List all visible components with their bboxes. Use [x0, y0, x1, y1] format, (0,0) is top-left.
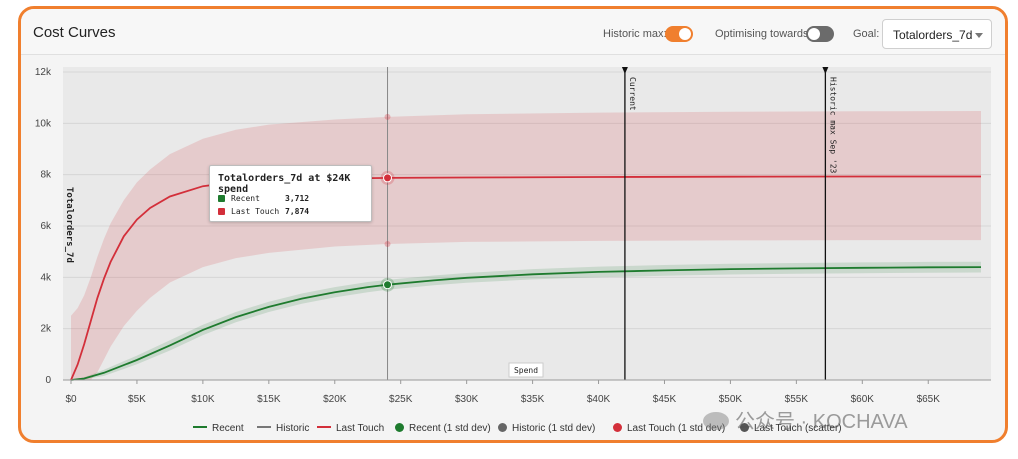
historic-max-toggle[interactable]	[665, 26, 693, 42]
goal-select-value: Totalorders_7d	[893, 28, 973, 42]
legend-swatch	[317, 426, 331, 428]
legend-item[interactable]: Recent (1 std dev)	[395, 423, 491, 434]
x-tick-label: $35K	[521, 394, 545, 405]
recent-swatch	[218, 195, 225, 202]
marker-label: Historic max Sep '23	[828, 77, 837, 174]
last-touch-swatch	[218, 208, 225, 215]
y-tick-label: 0	[45, 375, 51, 386]
legend-item[interactable]: Historic	[257, 423, 309, 434]
chevron-down-icon	[975, 33, 983, 38]
legend-swatch	[193, 426, 207, 428]
marker-arrow-icon	[822, 67, 829, 74]
wechat-icon	[703, 412, 729, 430]
x-tick-label: $15K	[257, 394, 281, 405]
hover-points	[380, 113, 395, 292]
y-tick-label: 4k	[40, 272, 52, 283]
x-tick-label: $40K	[587, 394, 611, 405]
legend-swatch	[395, 423, 404, 432]
tooltip-row-value: 3,712	[285, 194, 310, 203]
optimising-towards-toggle[interactable]	[806, 26, 834, 42]
legend-label: Recent (1 std dev)	[409, 423, 491, 434]
series-line-recent	[70, 266, 982, 381]
x-tick-label: $25K	[389, 394, 413, 405]
legend-item[interactable]: Recent	[193, 423, 244, 434]
legend-item[interactable]: Historic (1 std dev)	[498, 423, 595, 434]
legend-item[interactable]: Last Touch (1 std dev)	[613, 423, 725, 434]
tooltip-row-value: 7,874	[285, 207, 310, 216]
legend-label: Historic (1 std dev)	[512, 423, 596, 434]
cost-curve-chart: Current Historic max Sep '23 0 2k 4k 6k 8k 10k…	[35, 67, 991, 405]
goal-label: Goal:	[853, 28, 880, 40]
x-tick-label: $55K	[785, 394, 809, 405]
watermark: 公众号 · KOCHAVA	[703, 405, 908, 434]
y-tick-label: 10k	[35, 118, 52, 129]
x-axis: $0 $5K $10K $15K $20K $25K $30K $35K $40K $45K $50…	[63, 379, 991, 405]
x-axis-label-box: Spend	[508, 362, 544, 378]
y-axis: 0 2k 4k 6k 8k 10k 12k	[35, 67, 52, 386]
marker-arrow-icon	[621, 67, 628, 74]
legend-label: Last Touch (scatter)	[754, 423, 842, 434]
legend-swatch	[740, 423, 749, 432]
legend-label: Historic	[276, 423, 310, 434]
hover-tooltip: Totalorders_7d at $24K spend Recent 3,712…	[209, 165, 372, 222]
tooltip-row-name: Last Touch	[231, 207, 280, 216]
optimising-towards-label: Optimising towards:	[715, 28, 812, 40]
marker-label: Current	[628, 77, 637, 111]
legend-item[interactable]: Last Touch (scatter)	[740, 423, 842, 434]
legend-label: Last Touch (1 std dev)	[627, 423, 726, 434]
band-point-upper	[384, 113, 391, 120]
hover-point-last-touch	[383, 173, 393, 183]
chart-legend: Recent Historic Last Touch Recent (1 std de…	[21, 419, 1005, 439]
y-tick-label: 8k	[40, 170, 52, 181]
legend-swatch	[498, 423, 507, 432]
cost-curves-panel: Cost Curves Historic max: Optimising tow…	[18, 6, 1008, 443]
page-title: Cost Curves	[33, 24, 116, 41]
series-line-last-touch	[70, 175, 981, 381]
historic-max-label: Historic max:	[603, 28, 667, 40]
tooltip-row-last-touch: Last Touch 7,874	[218, 207, 309, 216]
x-tick-label: $0	[65, 394, 77, 405]
legend-item[interactable]: Last Touch	[317, 423, 384, 434]
tooltip-row-name: Recent	[231, 194, 260, 203]
panel-header: Cost Curves Historic max: Optimising tow…	[21, 9, 1005, 55]
y-tick-label: 12k	[35, 67, 52, 78]
goal-select[interactable]: Totalorders_7d	[882, 19, 992, 49]
series-lines	[70, 175, 982, 381]
legend-swatch	[257, 426, 271, 428]
tooltip-row-recent: Recent 3,712	[218, 194, 309, 203]
legend-swatch	[613, 423, 622, 432]
x-tick-label: $65K	[917, 394, 941, 405]
legend-label: Recent	[212, 423, 244, 434]
x-tick-label: $5K	[128, 394, 146, 405]
x-tick-label: $45K	[653, 394, 677, 405]
tooltip-title: Totalorders_7d at $24K spend	[218, 173, 351, 195]
y-tick-label: 6k	[40, 221, 52, 232]
event-markers: Current Historic max Sep '23	[621, 67, 837, 380]
x-tick-label: $10K	[191, 394, 215, 405]
x-tick-label: $20K	[323, 394, 347, 405]
x-tick-label: $30K	[455, 394, 479, 405]
band-point-lower	[384, 240, 391, 247]
y-axis-label: Totalorders_7d	[64, 187, 74, 263]
y-tick-label: 2k	[40, 324, 52, 335]
x-tick-label: $50K	[719, 394, 743, 405]
legend-label: Last Touch	[336, 423, 385, 434]
x-axis-label: Spend	[514, 366, 538, 375]
plot-area	[63, 67, 991, 380]
x-tick-label: $60K	[851, 394, 875, 405]
hover-point-recent	[383, 280, 393, 290]
